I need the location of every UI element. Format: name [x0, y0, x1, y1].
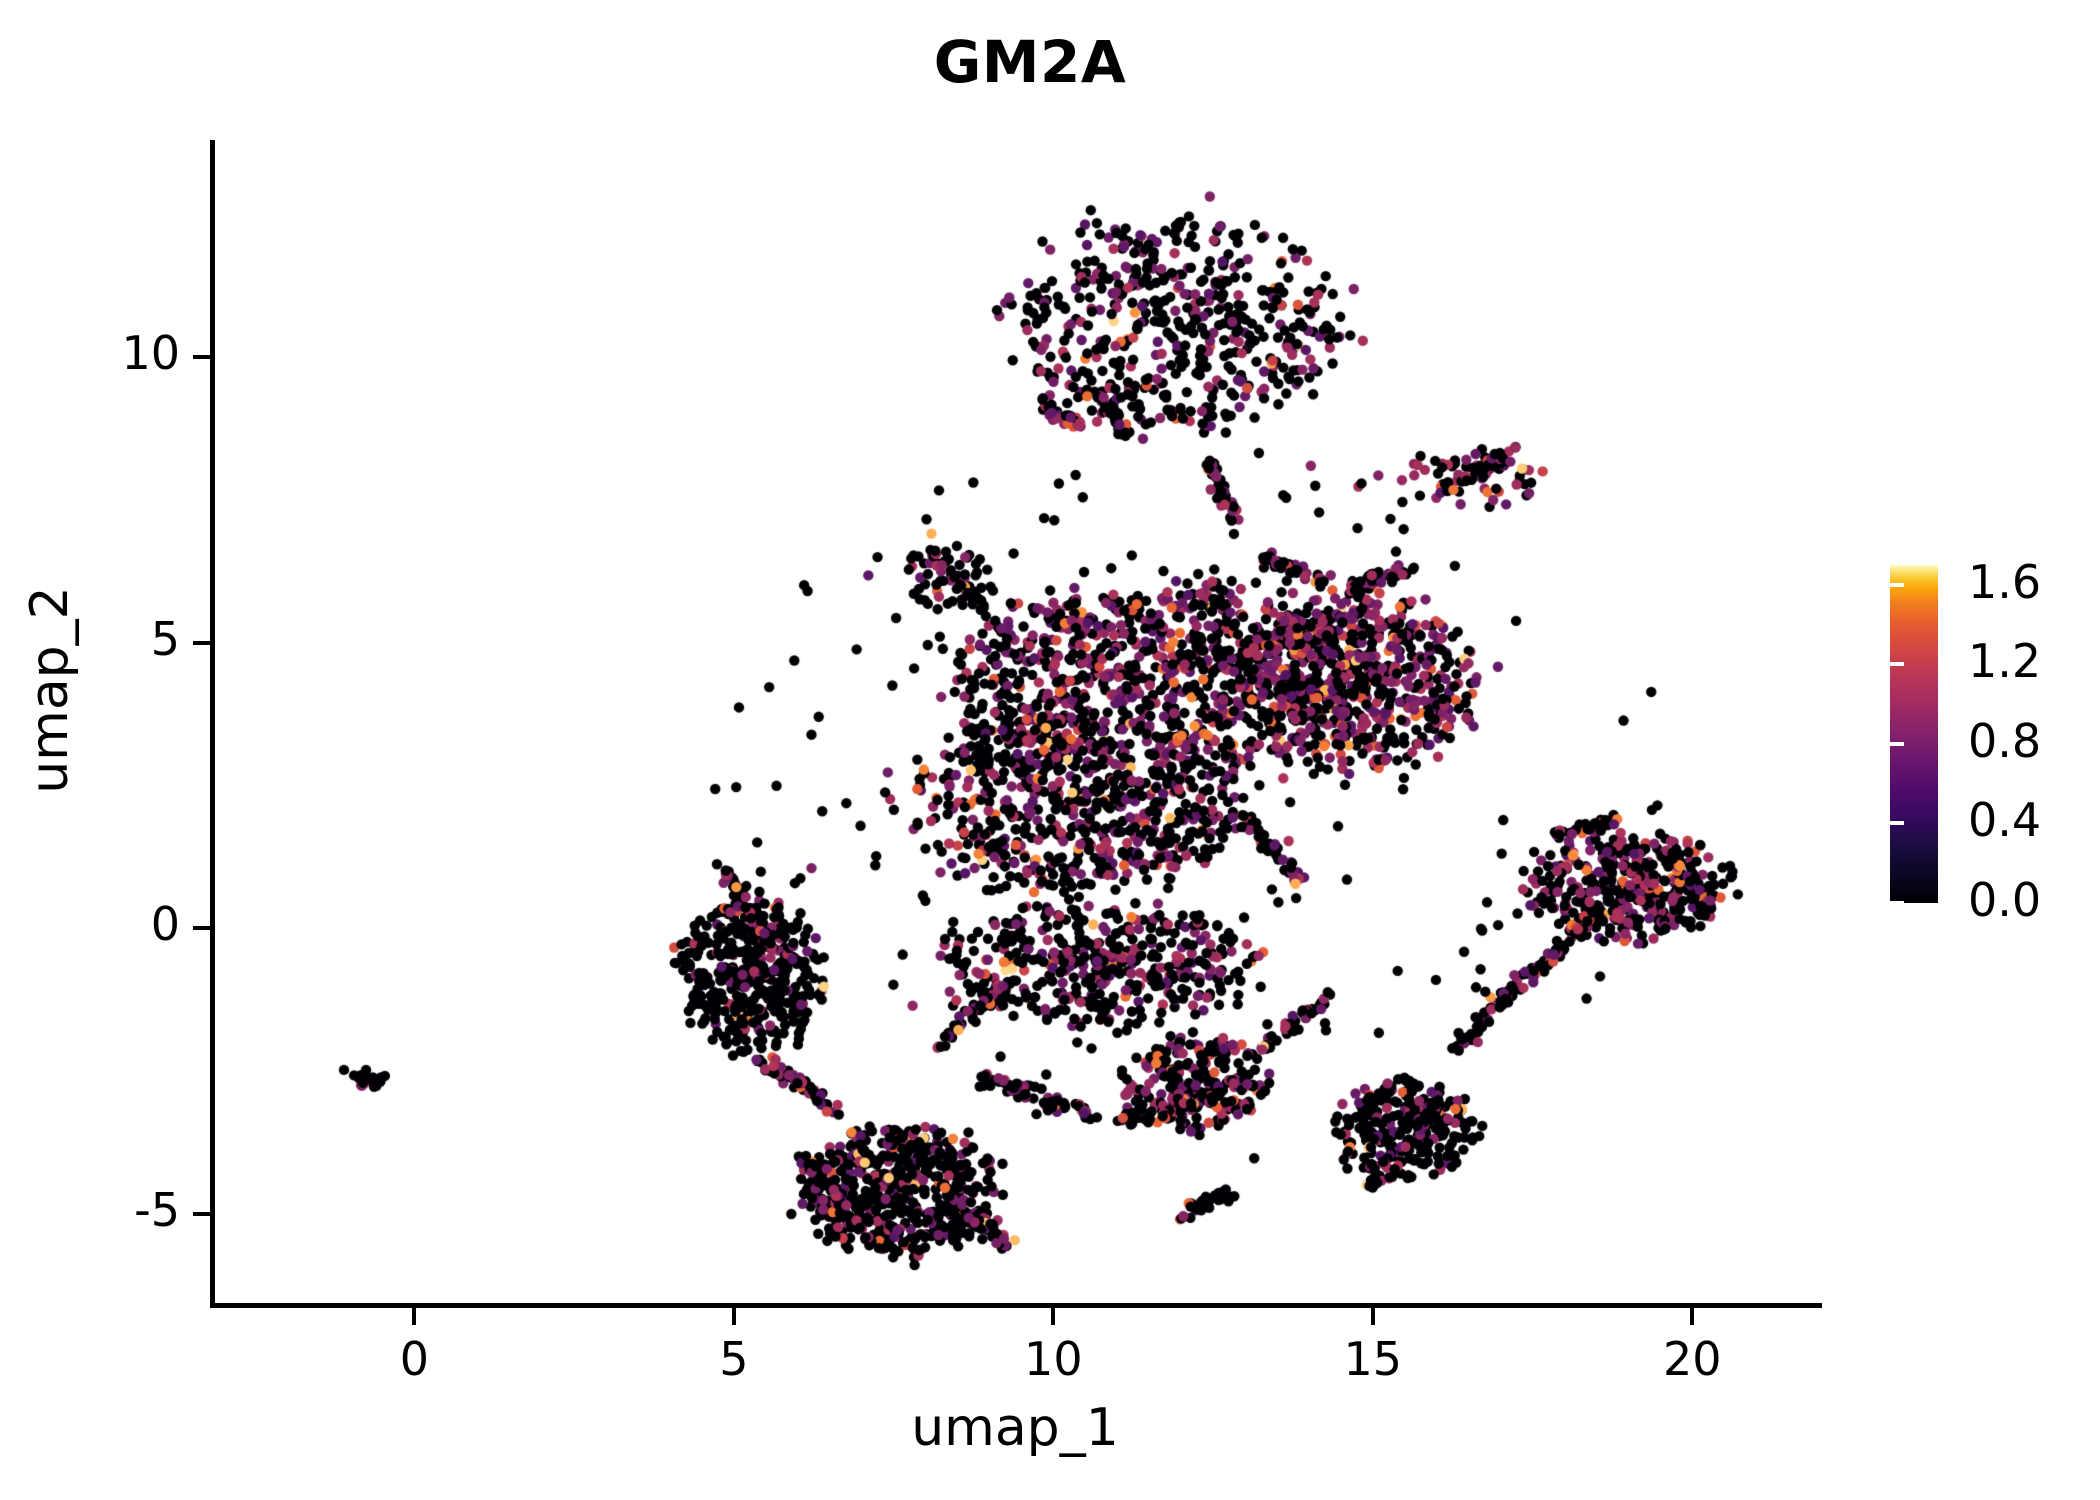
x-tick-mark [1690, 1308, 1695, 1325]
colorbar-tick-mark [1876, 582, 1890, 587]
scatter-canvas [210, 140, 1820, 1305]
y-axis-label: umap_2 [20, 586, 80, 794]
x-tick-mark [1051, 1308, 1056, 1325]
colorbar-tick-label: 0.0 [1968, 873, 2042, 927]
chart-title: GM2A [933, 28, 1127, 96]
x-tick-label: 10 [1024, 1332, 1083, 1386]
y-tick-mark [193, 640, 210, 645]
colorbar-tick-mark [1890, 901, 1904, 905]
colorbar-tick-mark [1876, 821, 1890, 826]
x-axis-spine [210, 1303, 1822, 1308]
colorbar-tick-label: 1.6 [1968, 554, 2042, 609]
y-tick-mark [193, 926, 210, 931]
colorbar-tick-label: 1.2 [1968, 634, 2042, 689]
y-tick-label: 10 [121, 326, 180, 380]
colorbar-tick-label: 0.8 [1968, 713, 2042, 768]
colorbar-tick-mark [1890, 582, 1904, 587]
colorbar-tick-mark [1890, 662, 1904, 667]
x-tick-mark [731, 1308, 736, 1325]
colorbar-tick-mark [1876, 741, 1890, 746]
x-tick-label: 0 [399, 1332, 430, 1386]
scatter-points [210, 140, 1820, 1305]
y-tick-label: 0 [150, 897, 180, 952]
x-tick-label: 5 [719, 1332, 749, 1386]
colorbar-tick-label: 0.4 [1968, 793, 2042, 848]
colorbar-tick-mark [1890, 741, 1904, 746]
colorbar-tick-mark [1876, 662, 1890, 667]
y-tick-mark [193, 1211, 210, 1216]
colorbar-tick-mark [1876, 901, 1890, 905]
colorbar-tick-mark [1890, 821, 1904, 826]
colorbar-gradient [1890, 565, 1938, 903]
x-tick-label: 20 [1662, 1332, 1722, 1386]
x-tick-label: 15 [1343, 1332, 1403, 1386]
y-tick-label: -5 [134, 1182, 180, 1237]
x-tick-mark [412, 1308, 417, 1325]
plot-area [210, 140, 1820, 1305]
x-axis-label: umap_1 [911, 1398, 1119, 1458]
y-tick-label: 5 [150, 611, 180, 666]
y-tick-mark [193, 355, 210, 359]
x-tick-mark [1370, 1308, 1375, 1325]
